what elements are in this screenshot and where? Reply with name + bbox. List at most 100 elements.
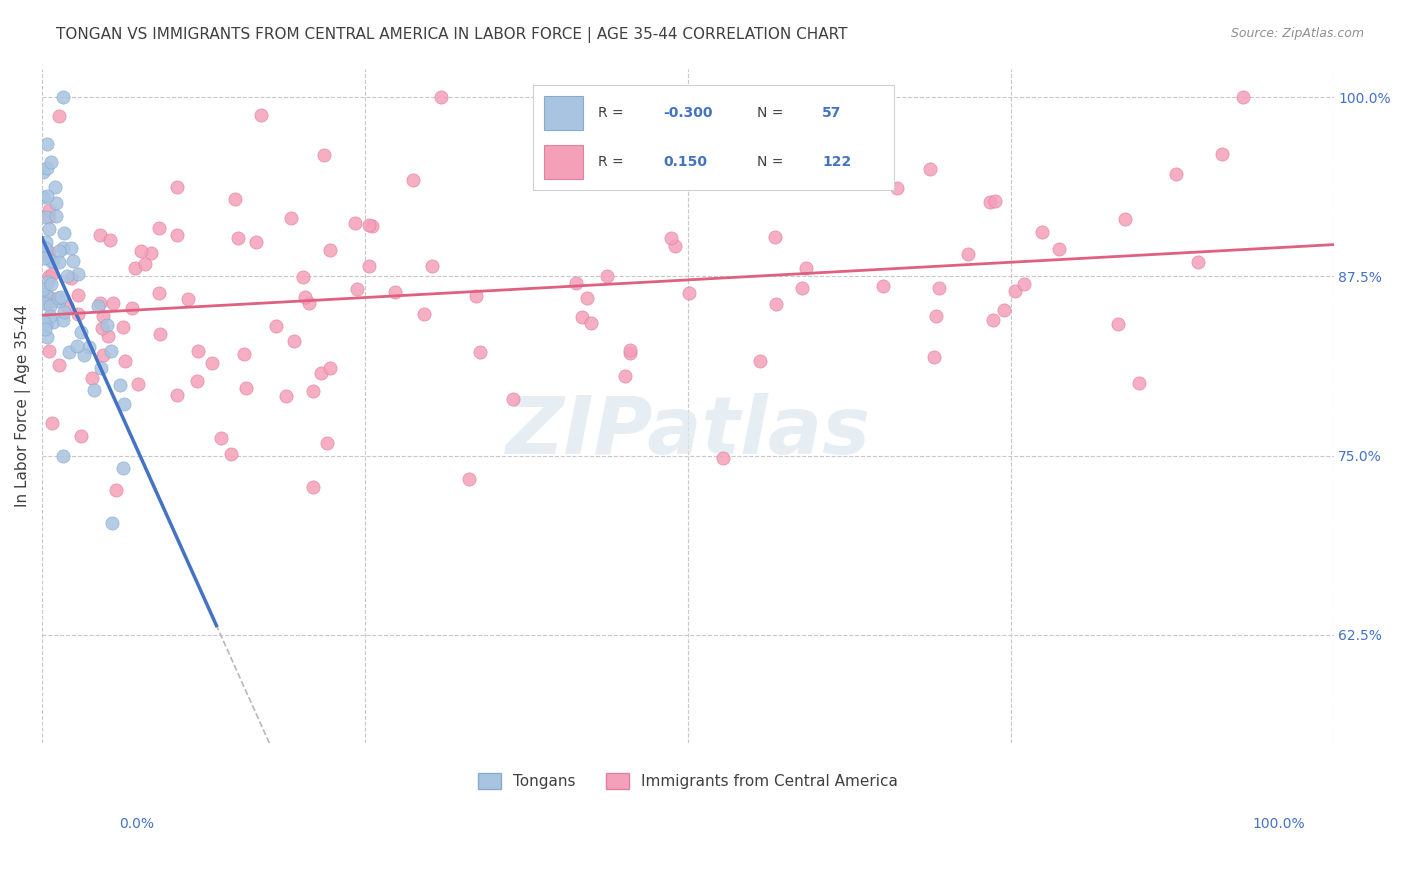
Point <box>186 374 208 388</box>
Point <box>38 202 60 217</box>
Point <box>314 148 336 162</box>
Point <box>34 241 56 255</box>
Point <box>112 461 135 475</box>
Point <box>1004 284 1026 298</box>
Point <box>91 321 114 335</box>
Point <box>83 384 105 398</box>
Point <box>48 293 70 308</box>
Point <box>35 329 58 343</box>
Point <box>790 281 813 295</box>
Point <box>32 190 55 204</box>
Point <box>34 210 56 224</box>
Point <box>166 180 188 194</box>
Point <box>66 267 89 281</box>
Point <box>66 339 89 353</box>
Point <box>44 179 66 194</box>
Point <box>101 295 124 310</box>
Point <box>134 257 156 271</box>
Point <box>32 296 55 310</box>
Point <box>233 347 256 361</box>
Point <box>39 300 62 314</box>
Point <box>35 189 58 203</box>
Point <box>1211 146 1233 161</box>
Point <box>39 254 62 268</box>
Point <box>42 315 65 329</box>
Point <box>274 389 297 403</box>
Point <box>576 291 599 305</box>
Point <box>993 302 1015 317</box>
Y-axis label: In Labor Force | Age 35-44: In Labor Force | Age 35-44 <box>15 304 31 507</box>
Point <box>468 345 491 359</box>
Point <box>384 285 406 300</box>
Point <box>1232 90 1254 104</box>
Point <box>38 295 60 310</box>
Point <box>565 276 588 290</box>
Point <box>41 253 63 268</box>
Point <box>235 381 257 395</box>
Point <box>114 354 136 368</box>
Point <box>801 171 824 186</box>
Point <box>38 290 60 304</box>
Point <box>131 244 153 258</box>
Point <box>571 310 593 324</box>
Point <box>45 209 67 223</box>
Point <box>886 180 908 194</box>
Point <box>59 242 82 256</box>
Point <box>224 193 246 207</box>
Point <box>110 378 132 392</box>
Point <box>38 343 60 358</box>
Point <box>56 268 79 283</box>
Point <box>872 278 894 293</box>
Point <box>34 322 56 336</box>
Point <box>112 320 135 334</box>
Point <box>32 282 55 296</box>
Point <box>52 313 75 327</box>
Point <box>420 259 443 273</box>
Point <box>32 251 55 265</box>
Point <box>1187 255 1209 269</box>
Point <box>359 260 381 274</box>
Point <box>91 347 114 361</box>
Point <box>344 216 367 230</box>
Point <box>69 325 91 339</box>
Point <box>659 231 682 245</box>
Point <box>38 222 60 236</box>
Point <box>209 431 232 445</box>
Legend: Tongans, Immigrants from Central America: Tongans, Immigrants from Central America <box>471 767 904 796</box>
Point <box>53 227 76 241</box>
Point <box>69 429 91 443</box>
Point <box>1166 167 1188 181</box>
Point <box>48 244 70 258</box>
Point <box>201 356 224 370</box>
Point <box>763 230 786 244</box>
Point <box>72 348 94 362</box>
Point <box>96 318 118 332</box>
Point <box>98 233 121 247</box>
Point <box>49 290 72 304</box>
Point <box>37 137 59 152</box>
Point <box>464 289 486 303</box>
Point <box>112 397 135 411</box>
Point <box>619 343 641 357</box>
Point <box>245 235 267 249</box>
Point <box>166 388 188 402</box>
Point <box>46 291 69 305</box>
Point <box>765 297 787 311</box>
Point <box>187 344 209 359</box>
Point <box>619 346 641 360</box>
Point <box>39 277 62 292</box>
Point <box>979 194 1001 209</box>
Point <box>430 90 453 104</box>
Point <box>294 290 316 304</box>
Point <box>1012 277 1035 291</box>
Point <box>127 377 149 392</box>
Point <box>302 480 325 494</box>
Point <box>41 267 63 281</box>
Point <box>357 218 380 232</box>
Point <box>412 307 434 321</box>
Point <box>749 354 772 368</box>
Point <box>101 516 124 530</box>
Point <box>928 281 950 295</box>
Text: ZIPatlas: ZIPatlas <box>505 393 870 472</box>
Point <box>48 359 70 373</box>
